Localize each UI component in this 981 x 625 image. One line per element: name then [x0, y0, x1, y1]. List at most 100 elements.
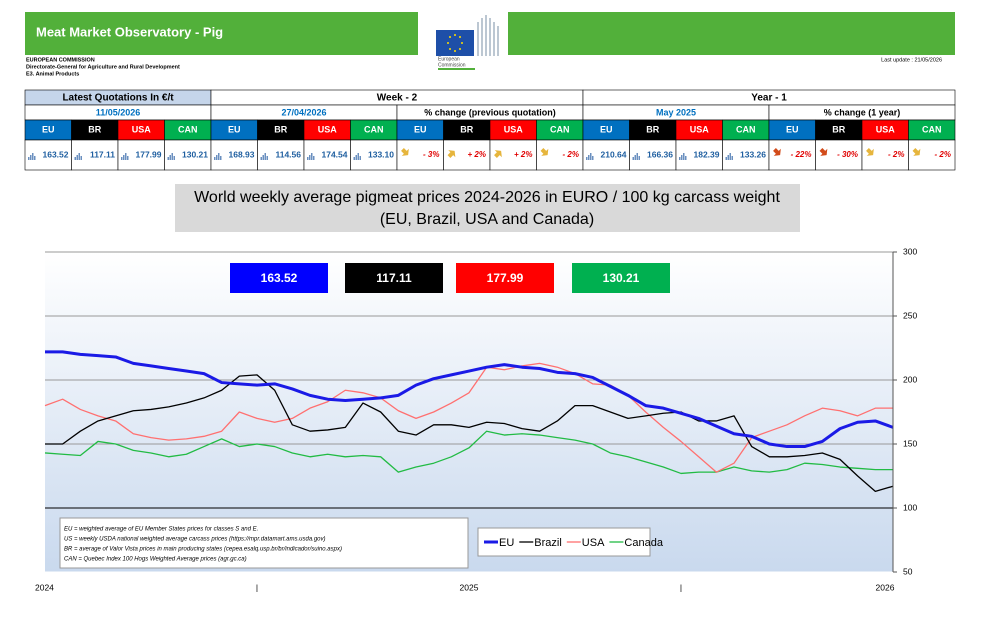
trend-icon — [634, 155, 636, 160]
trend-icon — [123, 155, 125, 160]
x-tick-label: | — [256, 582, 258, 592]
eu-flag — [436, 30, 474, 56]
table-text: BR — [460, 124, 473, 134]
trend-icon — [357, 153, 359, 160]
value-box — [456, 263, 554, 293]
table-text: 174.54 — [322, 149, 348, 159]
trend-icon — [76, 155, 78, 160]
trend-icon — [127, 156, 129, 160]
legend-label: Brazil — [534, 537, 562, 549]
value-box — [572, 263, 670, 293]
table-text: CAN — [922, 124, 942, 134]
table-text: CAN — [178, 124, 198, 134]
table-text: 168.93 — [229, 149, 255, 159]
trend-icon — [214, 157, 216, 160]
x-tick-label: 2024 — [35, 582, 54, 592]
value-box-label: 130.21 — [603, 271, 640, 285]
trend-icon — [220, 156, 222, 160]
table-text: 130.21 — [182, 149, 208, 159]
trend-icon — [167, 157, 169, 160]
table-text: % change (previous quotation) — [424, 107, 556, 117]
trend-icon — [260, 157, 262, 160]
table-text: - 22% — [791, 150, 812, 159]
value-box — [230, 263, 328, 293]
value-box-label: 177.99 — [487, 271, 524, 285]
org-line: EUROPEAN COMMISSION — [26, 57, 95, 63]
trend-icon — [78, 153, 80, 160]
quotation-table: Latest Quotations In €/t Week - 2 Year - 1… — [24, 89, 956, 171]
table-text: 210.64 — [601, 149, 627, 159]
legend-label: Canada — [624, 537, 663, 549]
table-text: 117.11 — [90, 149, 115, 159]
trend-icon — [355, 155, 357, 160]
table-text: BR — [88, 124, 101, 134]
value-box — [345, 263, 443, 293]
trend-icon — [632, 157, 634, 160]
last-update: Last update : 21/05/2026 — [881, 57, 942, 63]
table-text: USA — [318, 124, 338, 134]
table-text: - 3% — [423, 150, 439, 159]
trend-icon — [30, 155, 32, 160]
chart: 50 100 150 200 250 300 2024 | 2025 | 2026 163.52 117… — [35, 246, 917, 592]
trend-icon — [171, 153, 173, 160]
trend-icon — [80, 156, 82, 160]
table-text: - 30% — [837, 150, 858, 159]
table-text: May 2025 — [656, 107, 696, 117]
change-icon — [494, 150, 502, 158]
table-text: 163.52 — [43, 149, 69, 159]
trend-icon — [309, 155, 311, 160]
table-text: Week - 2 — [377, 93, 418, 104]
trend-icon — [636, 153, 638, 160]
trend-icon — [32, 153, 34, 160]
trend-icon — [125, 153, 127, 160]
trend-icon — [34, 156, 36, 160]
table-text: - 2% — [888, 150, 904, 159]
table-text: EU — [414, 124, 427, 134]
y-tick-label: 150 — [903, 438, 917, 448]
trend-icon — [311, 153, 313, 160]
trend-icon — [359, 156, 361, 160]
logo-text: European — [438, 56, 460, 62]
trend-icon — [727, 155, 729, 160]
legend-label: USA — [582, 537, 605, 549]
table-text: EU — [600, 124, 613, 134]
table-text: - 2% — [563, 150, 579, 159]
header-title: Meat Market Observatory - Pig — [36, 24, 223, 39]
note: BR = average of Valor Vista prices in ma… — [64, 547, 342, 553]
trend-icon — [731, 156, 733, 160]
trend-icon — [169, 155, 171, 160]
org-line: E3. Animal Products — [26, 71, 79, 77]
table-text: CAN — [364, 124, 384, 134]
trend-icon — [725, 157, 727, 160]
table-text: 182.39 — [694, 149, 720, 159]
change-icon — [540, 148, 549, 156]
trend-icon — [586, 157, 588, 160]
y-tick-label: 250 — [903, 310, 917, 320]
change-icon — [773, 148, 781, 156]
note: CAN = Quebec Index 100 Hogs Weighted Ave… — [64, 557, 247, 563]
x-tick-label: 2025 — [460, 582, 479, 592]
table-text: + 2% — [514, 150, 532, 159]
value-box-label: 117.11 — [376, 271, 412, 285]
table-text: BR — [646, 124, 659, 134]
table-text: 11/05/2026 — [96, 107, 141, 117]
series-line — [45, 350, 894, 449]
trend-icon — [216, 155, 218, 160]
y-tick-label: 200 — [903, 374, 917, 384]
change-icon — [401, 148, 409, 156]
trend-icon — [218, 153, 220, 160]
table-text: Year - 1 — [751, 93, 787, 104]
trend-icon — [638, 156, 640, 160]
table-text: BR — [832, 124, 845, 134]
table-text: 27/04/2026 — [281, 107, 326, 117]
change-icon — [912, 148, 921, 156]
legend-label: EU — [499, 537, 514, 549]
table-text: Latest Quotations In €/t — [62, 93, 174, 104]
y-tick-label: 50 — [903, 566, 913, 576]
trend-icon — [353, 157, 355, 160]
table-text: USA — [504, 124, 524, 134]
trend-icon — [264, 153, 266, 160]
trend-icon — [588, 155, 590, 160]
table-text: % change (1 year) — [824, 107, 901, 117]
trend-icon — [683, 153, 685, 160]
